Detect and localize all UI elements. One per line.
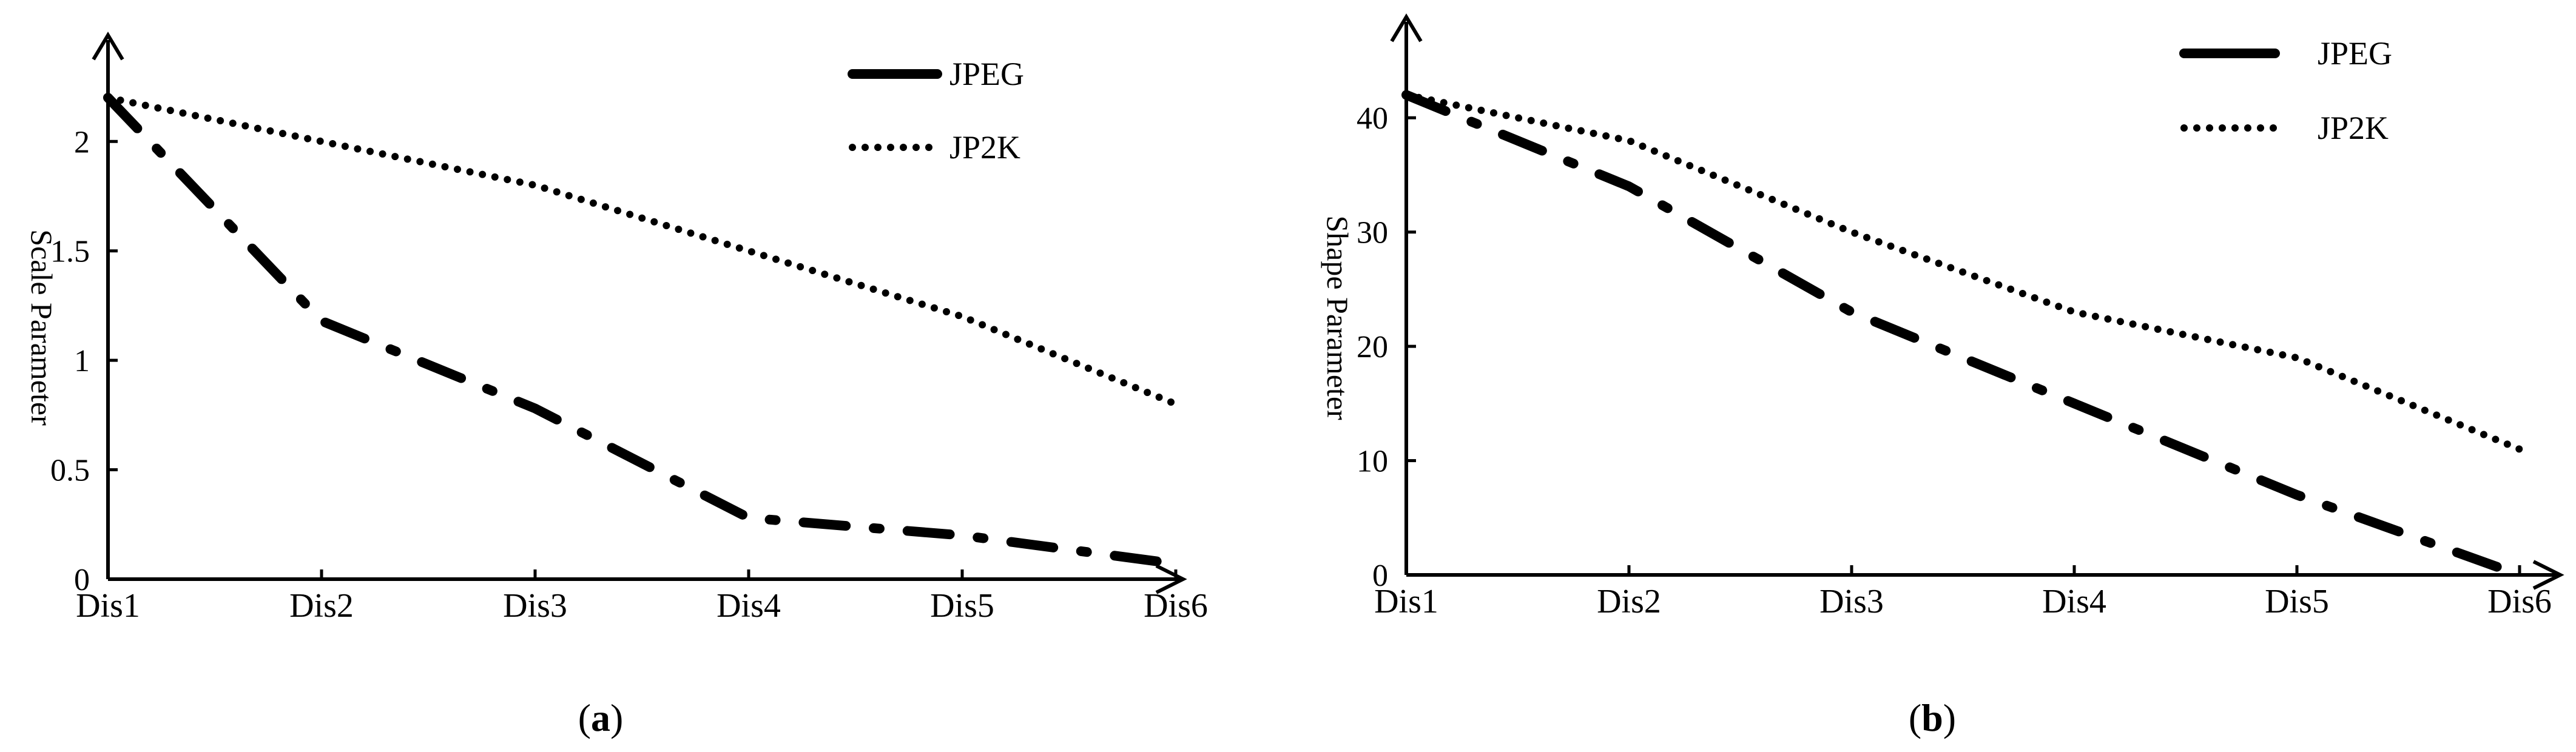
x-tick-label: Dis2 xyxy=(1597,583,1661,620)
y-tick-label: 0 xyxy=(74,563,90,597)
series-line-jp2k xyxy=(1403,91,2523,453)
x-tick-label: Dis3 xyxy=(1819,583,1884,620)
y-tick-label: 40 xyxy=(1357,101,1388,136)
series-line-jpeg xyxy=(1401,90,2524,580)
legend-label-jp2k: JP2K xyxy=(2318,110,2389,146)
series-line-jp2k xyxy=(104,94,1179,408)
y-tick-label: 1.5 xyxy=(50,235,90,269)
y-tick-label: 20 xyxy=(1357,330,1388,364)
x-tick-label: Dis6 xyxy=(1144,587,1208,625)
data-point-jpeg xyxy=(748,517,749,519)
y-axis-label: Shape Parameter xyxy=(1321,215,1355,420)
x-tick-label: Dis6 xyxy=(2487,583,2552,620)
y-tick-label: 0 xyxy=(1372,559,1388,593)
series-line-jpeg xyxy=(103,93,1181,569)
y-axis-arrow xyxy=(1390,13,1423,42)
chart-panel-a: 0 0.5 1 1.5 2 Dis1 Dis2 Dis3 Dis4 Dis5 Dis6 Scale P… xyxy=(25,32,1208,739)
data-point-jpeg xyxy=(962,535,963,536)
y-tick-label: 2 xyxy=(74,125,90,159)
x-tick-label: Dis5 xyxy=(2265,583,2329,620)
y-tick-label: 1 xyxy=(74,344,90,378)
panel-label: (b) xyxy=(1909,696,1956,739)
x-axis-arrow xyxy=(1155,564,1187,594)
x-tick-label: Dis1 xyxy=(76,587,140,625)
y-tick-label: 30 xyxy=(1357,216,1388,250)
x-tick-label: Dis3 xyxy=(503,587,567,625)
x-axis-arrow xyxy=(2532,560,2564,590)
y-tick-label: 10 xyxy=(1357,445,1388,479)
x-tick-label: Dis1 xyxy=(1374,583,1438,620)
y-tick-label: 0.5 xyxy=(50,454,90,488)
legend-label-jp2k: JP2K xyxy=(949,129,1020,166)
legend-label-jpeg: JPEG xyxy=(949,56,1024,92)
data-point-jp2k xyxy=(1175,403,1176,405)
panel-label: (a) xyxy=(578,696,624,739)
x-tick-label: Dis2 xyxy=(289,587,354,625)
data-point-jpeg xyxy=(1175,563,1176,565)
x-tick-label: Dis4 xyxy=(2042,583,2106,620)
x-tick-label: Dis4 xyxy=(716,587,781,625)
y-axis-arrow xyxy=(92,32,124,61)
x-tick-label: Dis5 xyxy=(930,587,994,625)
y-axis-label: Scale Parameter xyxy=(25,229,59,426)
chart-panel-b: 0 10 20 30 40 Dis1 Dis2 Dis3 Dis4 Dis5 Dis6 Shape P… xyxy=(1321,13,2564,739)
legend-label-jpeg: JPEG xyxy=(2318,35,2392,72)
